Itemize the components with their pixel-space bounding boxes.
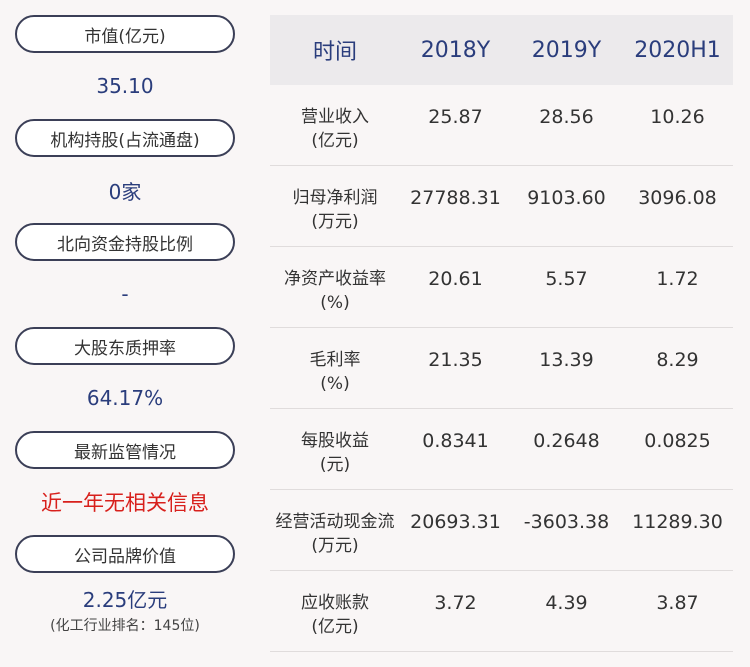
row-unit: (万元): [311, 212, 359, 232]
table-row: 归母净利润 (万元) 27788.31 9103.60 3096.08: [270, 166, 733, 247]
pledge-rate-label: 大股东质押率: [15, 327, 235, 365]
cell-value: 28.56: [539, 106, 594, 128]
table-row: 营业收入 (亿元) 25.87 28.56 10.26: [270, 85, 733, 166]
northbound-holding-value-text: -: [121, 282, 129, 306]
cell-value: 20693.31: [410, 511, 501, 533]
header-2020h1: 2020H1: [634, 37, 721, 63]
cell-value: 0.2648: [533, 430, 600, 452]
cell-value: 10.26: [650, 106, 705, 128]
row-name: 归母净利润: [292, 188, 378, 208]
table-row: 每股收益 (元) 0.8341 0.2648 0.0825: [270, 409, 733, 490]
header-2019y: 2019Y: [531, 37, 602, 63]
regulatory-status-label: 最新监管情况: [15, 431, 235, 469]
institutional-holding-label: 机构持股(占流通盘): [15, 119, 235, 157]
cell-value: 0.8341: [422, 430, 489, 452]
table-row: 应收账款 (亿元) 3.72 4.39 3.87: [270, 571, 733, 652]
regulatory-status-value-text: 近一年无相关信息: [41, 491, 209, 515]
financial-table: 时间 2018Y 2019Y 2020H1 营业收入 (亿元) 25.87 28…: [270, 15, 733, 652]
row-label: 经营活动现金流 (万元): [270, 490, 400, 558]
row-name: 每股收益: [301, 431, 369, 451]
cell-value: 11289.30: [632, 511, 723, 533]
cell-value: 1.72: [656, 268, 699, 290]
northbound-holding-value: -: [15, 261, 235, 327]
cell-value: 9103.60: [527, 187, 606, 209]
row-label: 营业收入 (亿元): [270, 85, 400, 153]
cell-value: 25.87: [428, 106, 483, 128]
row-name: 经营活动现金流: [275, 512, 395, 532]
row-label: 净资产收益率 (%): [270, 247, 400, 315]
market-cap-value-text: 35.10: [96, 74, 154, 98]
pledge-rate-value: 64.17%: [15, 365, 235, 431]
cell-value: 3.72: [434, 592, 477, 614]
brand-value-label: 公司品牌价值: [15, 535, 235, 573]
row-label: 应收账款 (亿元): [270, 571, 400, 639]
table-row: 净资产收益率 (%) 20.61 5.57 1.72: [270, 247, 733, 328]
row-unit: (%): [320, 374, 350, 394]
cell-value: 5.57: [545, 268, 588, 290]
market-cap-label: 市值(亿元): [15, 15, 235, 53]
cell-value: 4.39: [545, 592, 588, 614]
cell-value: 21.35: [428, 349, 483, 371]
brand-rank-text: (化工行业排名：145位): [50, 617, 200, 634]
institutional-holding-value: 0家: [15, 157, 235, 223]
brand-value-value-text: 2.25亿元: [82, 587, 168, 612]
brand-value-value: 2.25亿元 (化工行业排名：145位): [15, 573, 235, 643]
key-metrics-panel: 市值(亿元) 35.10 机构持股(占流通盘) 0家 北向资金持股比例 - 大股…: [15, 15, 235, 643]
cell-value: 3.87: [656, 592, 699, 614]
row-unit: (亿元): [311, 617, 359, 637]
institutional-holding-value-text: 0家: [108, 179, 142, 204]
row-name: 营业收入: [301, 107, 369, 127]
cell-value: 27788.31: [410, 187, 501, 209]
cell-value: 13.39: [539, 349, 594, 371]
table-row: 毛利率 (%) 21.35 13.39 8.29: [270, 328, 733, 409]
row-name: 净资产收益率: [284, 269, 386, 289]
cell-value: 8.29: [656, 349, 699, 371]
cell-value: 3096.08: [638, 187, 717, 209]
row-label: 归母净利润 (万元): [270, 166, 400, 234]
northbound-holding-label: 北向资金持股比例: [15, 223, 235, 261]
regulatory-status-value: 近一年无相关信息: [15, 469, 235, 535]
row-unit: (万元): [311, 536, 359, 556]
row-name: 毛利率: [309, 350, 361, 370]
row-name: 应收账款: [301, 593, 369, 613]
pledge-rate-value-text: 64.17%: [86, 386, 164, 410]
table-row: 经营活动现金流 (万元) 20693.31 -3603.38 11289.30: [270, 490, 733, 571]
cell-value: -3603.38: [523, 511, 610, 533]
header-2018y: 2018Y: [420, 37, 491, 63]
header-period: 时间: [312, 40, 357, 65]
market-cap-value: 35.10: [15, 53, 235, 119]
cell-value: 20.61: [428, 268, 483, 290]
cell-value: 0.0825: [644, 430, 711, 452]
row-unit: (元): [319, 455, 351, 475]
row-unit: (%): [320, 293, 350, 313]
row-label: 每股收益 (元): [270, 409, 400, 477]
row-label: 毛利率 (%): [270, 328, 400, 396]
row-unit: (亿元): [311, 131, 359, 151]
table-header: 时间 2018Y 2019Y 2020H1: [270, 15, 733, 85]
